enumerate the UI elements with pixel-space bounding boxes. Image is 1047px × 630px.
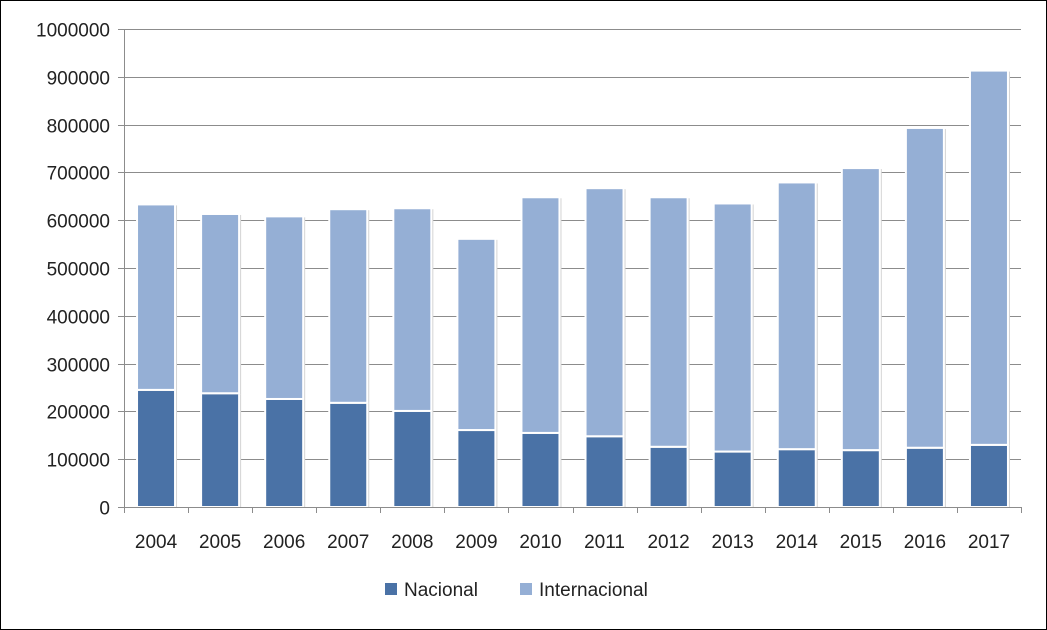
bar-internacional-2006 (264, 215, 305, 400)
y-tick-label: 600000 (47, 212, 110, 233)
y-tick-label: 700000 (47, 164, 110, 185)
gridlines (124, 29, 1021, 460)
x-tick-label: 2011 (584, 532, 625, 553)
bar-internacional-2005 (200, 212, 241, 395)
bar-internacional-2009 (456, 237, 497, 432)
legend: Nacional Internacional (385, 580, 648, 601)
bar-nacional-2010 (520, 431, 561, 508)
x-tick-label: 2008 (391, 532, 433, 553)
y-tick-label: 100000 (47, 451, 110, 472)
bar-nacional-2005 (200, 392, 241, 508)
x-tick-label: 2016 (904, 532, 946, 553)
bar-nacional-2004 (136, 388, 177, 509)
bar-internacional-2012 (648, 196, 689, 448)
x-tick-label: 2013 (712, 532, 754, 553)
bar-nacional-2012 (648, 445, 689, 509)
bar-internacional-2017 (968, 69, 1009, 446)
bar-nacional-2009 (456, 429, 497, 508)
axes (118, 29, 1022, 513)
bar-internacional-2010 (520, 196, 561, 434)
y-tick-label: 1000000 (36, 21, 110, 42)
bar-nacional-2014 (776, 448, 817, 508)
y-tick-label: 900000 (47, 69, 110, 90)
bar-internacional-2013 (712, 202, 753, 453)
legend-label-internacional: Internacional (539, 580, 648, 601)
x-tick-label: 2014 (776, 532, 819, 553)
y-tick-label: 0 (99, 499, 110, 520)
y-tick-label: 200000 (47, 403, 110, 424)
y-tick-label: 800000 (47, 117, 110, 138)
legend-swatch-nacional (385, 583, 397, 595)
bar-internacional-2015 (840, 167, 881, 452)
legend-swatch-internacional (520, 583, 532, 595)
bar-internacional-2011 (584, 187, 625, 438)
x-tick-label: 2017 (968, 532, 1010, 553)
bar-internacional-2008 (392, 207, 433, 412)
x-tick-label: 2005 (199, 532, 241, 553)
x-tick-label: 2015 (840, 532, 882, 553)
y-tick-label: 300000 (47, 356, 110, 377)
bar-nacional-2011 (584, 435, 625, 509)
bar-nacional-2017 (968, 443, 1009, 508)
bar-nacional-2016 (904, 446, 945, 508)
bar-nacional-2008 (392, 409, 433, 508)
x-tick-label: 2012 (647, 532, 689, 553)
legend-label-nacional: Nacional (404, 580, 478, 601)
bars (136, 69, 1010, 509)
y-tick-label: 400000 (47, 308, 110, 329)
bar-internacional-2004 (136, 203, 177, 391)
x-tick-label: 2004 (135, 532, 178, 553)
x-tick-label: 2010 (519, 532, 561, 553)
x-tick-label: 2006 (263, 532, 305, 553)
bar-nacional-2006 (264, 397, 305, 508)
bar-nacional-2007 (328, 401, 369, 508)
bar-nacional-2015 (840, 449, 881, 509)
bar-internacional-2014 (776, 181, 817, 451)
y-tick-label: 500000 (47, 260, 110, 281)
bar-internacional-2007 (328, 208, 369, 404)
bar-nacional-2013 (712, 450, 753, 508)
bar-internacional-2016 (904, 126, 945, 449)
y-axis-ticks: 0 100000 200000 300000 400000 500000 600000 700… (36, 21, 110, 520)
x-tick-label: 2009 (455, 532, 497, 553)
x-tick-label: 2007 (327, 532, 369, 553)
x-axis-ticks: 2004 2005 2006 2007 2008 2009 2010 2011 2012 2013… (135, 532, 1010, 553)
